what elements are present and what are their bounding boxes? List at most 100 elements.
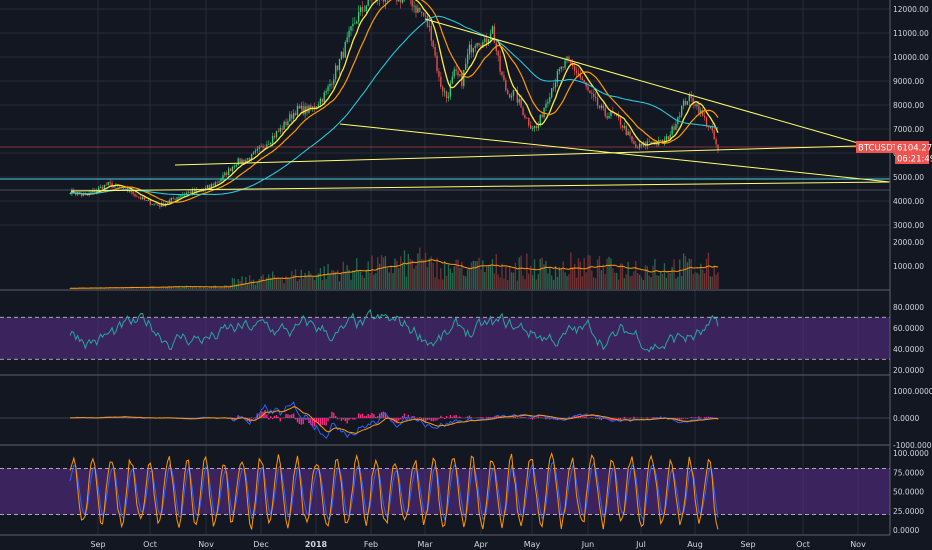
volume-bar	[617, 279, 620, 289]
candle-body	[73, 189, 75, 194]
volume-bar	[465, 276, 467, 289]
candle-body	[138, 196, 140, 198]
macd-histogram-bar	[698, 416, 700, 418]
macd-histogram-bar	[455, 414, 457, 418]
volume-bar	[354, 270, 356, 289]
candle-body	[631, 136, 633, 142]
volume-ma-line	[69, 259, 719, 289]
volume-bar	[187, 287, 190, 289]
volume-panel[interactable]	[69, 247, 719, 289]
candle-body	[357, 12, 360, 22]
y-tick-label: 11000.00	[893, 29, 929, 38]
volume-bar	[512, 272, 515, 289]
panel-separators[interactable]	[0, 0, 891, 536]
candle-body	[354, 23, 356, 25]
candle-body	[449, 83, 452, 97]
volume-bar	[266, 277, 268, 289]
volume-bar	[422, 259, 425, 289]
volume-bar	[92, 288, 94, 289]
macd-histogram-bar	[342, 418, 345, 420]
volume-bar	[461, 261, 463, 289]
y-tick-label: 2000.00	[893, 238, 924, 247]
macd-histogram-bar	[520, 416, 522, 418]
candle-body	[690, 94, 692, 98]
volume-bar	[684, 256, 687, 289]
volume-bar	[279, 279, 281, 289]
volume-bar	[426, 267, 429, 289]
y-tick-label: 80.0000	[893, 303, 924, 312]
macd-histogram-bar	[422, 418, 425, 422]
volume-bar	[140, 287, 142, 289]
candle-body	[705, 117, 708, 126]
volume-bar	[220, 286, 222, 289]
volume-bar	[88, 288, 90, 289]
candle-body	[245, 159, 247, 163]
candle-body	[625, 126, 627, 135]
candle-body	[212, 184, 215, 186]
candle-body	[361, 7, 364, 12]
macd-histogram-bar	[489, 417, 492, 418]
candle-body	[99, 186, 102, 188]
candle-body	[508, 93, 511, 98]
macd-histogram-bar	[445, 416, 448, 418]
macd-panel[interactable]	[0, 401, 890, 440]
macd-histogram-bar	[298, 418, 301, 424]
macd-histogram-bar	[503, 416, 505, 418]
volume-bar	[675, 278, 677, 289]
macd-histogram-bar	[377, 416, 379, 418]
candle-body	[564, 60, 566, 68]
volume-bar	[419, 247, 421, 289]
rsi-line	[69, 308, 719, 353]
candle-body	[264, 147, 266, 149]
candle-body	[75, 193, 77, 195]
candle-body	[325, 91, 327, 93]
volume-bar	[338, 281, 341, 289]
macd-histogram-bar	[403, 413, 406, 418]
candle-body	[250, 154, 253, 161]
macd-histogram-bar	[250, 417, 253, 418]
x-axis-labels[interactable]: Sep Oct Nov Dec 2018 Feb Mar Apr May Jun Jul Aug Sep…	[90, 540, 866, 549]
macd-histogram-bar	[545, 418, 547, 420]
volume-bar	[258, 279, 260, 289]
candle-body	[327, 86, 329, 92]
candle-body	[306, 106, 308, 113]
stoch-rsi-panel[interactable]	[0, 451, 890, 530]
macd-histogram-bar	[314, 418, 316, 427]
volume-bar	[659, 271, 662, 289]
candle-body	[256, 148, 258, 151]
candle-body	[692, 97, 694, 105]
rsi-panel[interactable]	[0, 308, 890, 360]
macd-histogram-bar	[359, 414, 362, 418]
volume-bar	[623, 278, 626, 289]
macd-histogram-bar	[579, 415, 582, 418]
volume-bar	[552, 279, 555, 289]
price-panel[interactable]	[0, 0, 891, 210]
candle-body	[338, 58, 341, 70]
macd-histogram-bar	[352, 418, 354, 420]
macd-histogram-bar	[617, 418, 620, 420]
candle-body	[623, 126, 626, 128]
volume-bar	[520, 255, 522, 289]
volume-bar	[325, 279, 327, 289]
moving-average-1	[69, 0, 719, 203]
candle-body	[703, 115, 706, 118]
volume-bar	[210, 286, 213, 289]
volume-bar	[331, 269, 333, 289]
volume-bar	[147, 288, 150, 289]
candle-body	[572, 63, 574, 67]
candle-body	[568, 56, 570, 60]
volume-bar	[459, 267, 461, 289]
candle-body	[537, 125, 539, 129]
volume-bar	[180, 287, 182, 289]
volume-bar	[401, 262, 404, 289]
candle-body	[451, 76, 453, 84]
volume-bar	[566, 276, 568, 289]
volume-bar	[530, 266, 532, 289]
macd-histogram-bar	[682, 418, 685, 419]
volume-bar	[654, 258, 656, 289]
candle-body	[283, 121, 285, 130]
candle-body	[482, 42, 484, 48]
y-tick-label: -1000.0000	[893, 441, 932, 450]
moving-averages	[69, 0, 719, 206]
